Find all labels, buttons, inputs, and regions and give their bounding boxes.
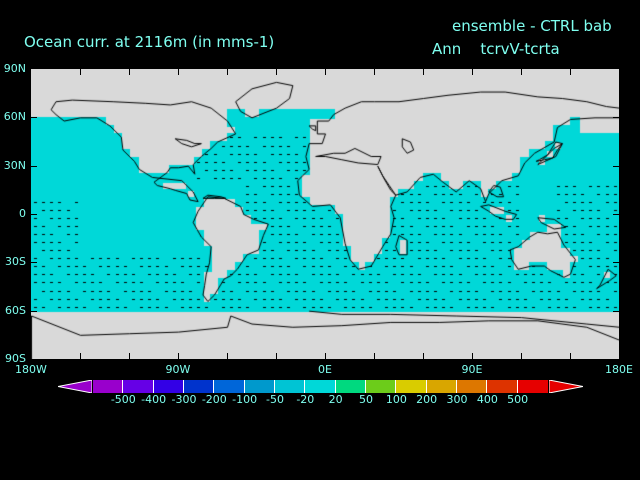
- x-tick-label: 180E: [605, 363, 633, 376]
- x-tick-mark: [276, 69, 277, 75]
- colorbar-tick-label: -400: [141, 393, 167, 406]
- x-tick-mark: [80, 353, 81, 359]
- x-tick-label: 0E: [318, 363, 332, 376]
- colorbar-tick-label: 50: [359, 393, 373, 406]
- x-tick-mark: [227, 69, 228, 75]
- colorbar-tick-label: 400: [476, 393, 498, 406]
- colorbar-tick-label: -200: [201, 393, 227, 406]
- colorbar-segment: [365, 380, 397, 393]
- y-tick-mark: [31, 262, 37, 263]
- x-tick-mark: [374, 353, 375, 359]
- y-tick-mark: [31, 311, 37, 312]
- x-tick-mark: [570, 69, 571, 75]
- x-tick-mark: [570, 353, 571, 359]
- colorbar-segment: [487, 380, 518, 393]
- x-tick-mark: [276, 353, 277, 359]
- map-plot-area: [31, 69, 619, 359]
- y-tick-label: 90S: [5, 352, 26, 365]
- world-map-field: [31, 69, 619, 359]
- colorbar-segment: [123, 380, 154, 393]
- colorbar-segment: [456, 380, 488, 393]
- y-tick-mark: [31, 214, 37, 215]
- colorbar-segment: [214, 380, 245, 393]
- x-tick-mark: [472, 69, 473, 75]
- y-tick-mark: [613, 262, 619, 263]
- y-tick-label: 0: [19, 207, 26, 220]
- x-tick-mark: [80, 69, 81, 75]
- y-tick-mark: [613, 166, 619, 167]
- colorbar-tick-label: 100: [385, 393, 407, 406]
- x-tick-label: 90E: [461, 363, 483, 376]
- page-title: Ocean curr. at 2116m (in mms-1): [24, 33, 275, 51]
- colorbar-tick-label: 200: [416, 393, 438, 406]
- colorbar-tick-label: 500: [507, 393, 529, 406]
- x-tick-mark: [423, 353, 424, 359]
- colorbar: -500 -400 -300 -200 -100 -50 -20 20 50 100 200 300 4…: [0, 378, 640, 410]
- x-tick-mark: [521, 353, 522, 359]
- y-tick-label: 60N: [3, 110, 26, 124]
- experiment-label: ensemble - CTRL bab: [452, 17, 612, 35]
- x-tick-mark: [227, 353, 228, 359]
- colorbar-segment: [244, 380, 275, 393]
- x-tick-mark: [129, 353, 130, 359]
- y-tick-label: 60S: [5, 303, 26, 317]
- colorbar-segment: [183, 380, 215, 393]
- colorbar-tick-label: 20: [328, 393, 343, 406]
- y-tick-mark: [613, 214, 619, 215]
- colorbar-over-arrow: [549, 380, 583, 393]
- colorbar-segments: [93, 380, 548, 393]
- x-tick-label: 90W: [165, 363, 191, 376]
- x-tick-mark: [472, 353, 473, 359]
- x-tick-mark: [423, 69, 424, 75]
- x-tick-mark: [129, 69, 130, 75]
- colorbar-segment: [153, 380, 184, 393]
- colorbar-tick-label: -50: [266, 393, 284, 406]
- x-tick-mark: [178, 353, 179, 359]
- colorbar-segment: [396, 380, 427, 393]
- x-tick-mark: [325, 69, 326, 75]
- y-tick-label: 30S: [5, 255, 26, 269]
- colorbar-segment: [517, 380, 548, 393]
- y-tick-mark: [613, 311, 619, 312]
- x-tick-mark: [325, 353, 326, 359]
- y-tick-mark: [613, 117, 619, 118]
- y-tick-mark: [31, 166, 37, 167]
- colorbar-under-arrow: [58, 380, 92, 393]
- y-tick-label: 90N: [3, 62, 26, 75]
- colorbar-segment: [305, 380, 336, 393]
- colorbar-segment: [93, 380, 124, 393]
- colorbar-segment: [274, 380, 306, 393]
- variable-label: Ann tcrvV-tcrta: [432, 40, 560, 58]
- x-tick-label: 180W: [15, 363, 47, 376]
- colorbar-tick-label: -500: [110, 393, 136, 406]
- y-tick-label: 30N: [3, 158, 26, 172]
- colorbar-tick-label: -100: [232, 393, 258, 406]
- colorbar-segment: [335, 380, 366, 393]
- y-tick-mark: [31, 117, 37, 118]
- x-tick-mark: [178, 69, 179, 75]
- colorbar-tick-label: -300: [171, 393, 197, 406]
- colorbar-tick-label: 300: [446, 393, 468, 406]
- x-tick-mark: [374, 69, 375, 75]
- x-tick-mark: [521, 69, 522, 75]
- colorbar-segment: [426, 380, 457, 393]
- colorbar-tick-label: -20: [296, 393, 315, 406]
